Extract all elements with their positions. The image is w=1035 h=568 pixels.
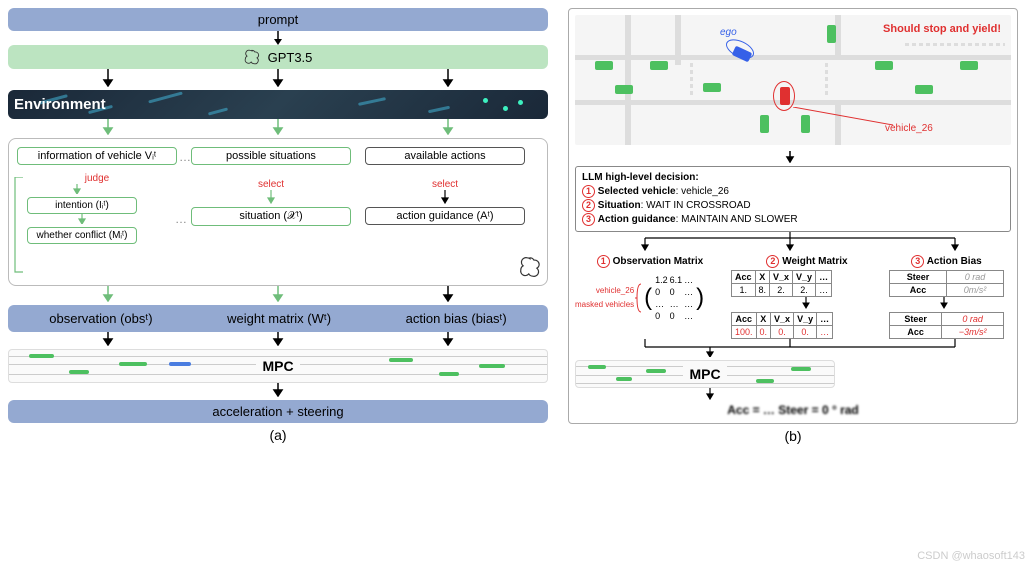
ellipsis: … <box>175 212 187 226</box>
action-bias-section: 3 Action Bias Steer0 rad Acc0m/s² Steer0… <box>889 255 1004 339</box>
weight-output: weight matrix (Wᵗ) <box>227 311 331 326</box>
arrow-mpc-to-eq <box>575 388 1005 400</box>
other-vehicle <box>650 61 668 70</box>
info-vehicle-box: information of vehicle Vᵢᵗ <box>17 147 177 165</box>
llm-line2-val: WAIT IN CROSSROAD <box>646 200 750 211</box>
final-block: acceleration + steering <box>8 400 548 423</box>
arrow-sim-to-llm <box>575 151 1005 163</box>
other-vehicle <box>615 85 633 94</box>
weight-matrix-section: 2 Weight Matrix AccXV_xV_y… 1.8.2.2.… Ac… <box>731 255 883 339</box>
mpc-block: MPC <box>8 349 548 383</box>
situation-box: situation (𝒳ᵗ) <box>191 207 351 226</box>
mpc-label-b: MPC <box>683 366 726 382</box>
col3: available actions select action guidance… <box>365 147 525 225</box>
obs-matrix-title: Observation Matrix <box>613 256 704 267</box>
panel-b-outer: ego Should stop and yield! vehicle_26 <box>568 8 1018 424</box>
select-label-2: select <box>365 179 525 190</box>
arrows-llm-branches <box>575 232 1005 252</box>
llm-title: LLM high-level decision: <box>582 171 1004 185</box>
panel-a: prompt GPT3.5 <box>8 8 548 444</box>
arrow-prompt-to-gpt <box>8 31 548 45</box>
intention-box: intention (Iᵢᵗ) <box>27 197 137 214</box>
llm-line3-label: Action guidance <box>598 214 676 225</box>
openai-icon <box>519 256 541 281</box>
action-bias-title: Action Bias <box>927 256 982 267</box>
other-vehicle <box>827 25 836 43</box>
final-equation: Acc = … Steer = 0 ° rad <box>575 403 1011 417</box>
other-vehicle <box>875 61 893 70</box>
bias-table-1: Steer0 rad Acc0m/s² <box>889 270 1004 297</box>
ellipsis: … <box>179 150 191 164</box>
watermark: CSDN @whaosoft143 <box>917 550 1025 562</box>
masked-row-label: masked vehicles <box>575 301 634 309</box>
ego-label: ego <box>720 27 737 38</box>
panel-b-label: (b) <box>568 428 1018 444</box>
arrows-env-to-box <box>8 119 548 135</box>
side-arrow <box>13 177 27 277</box>
arrows-sections-to-mpc <box>575 339 1005 357</box>
col2: possible situations select situation (𝒳ᵗ… <box>191 147 351 226</box>
vehicle26-row-label: vehicle_26 <box>575 287 634 296</box>
llm-line2-label: Situation <box>598 200 641 211</box>
gpt-block: GPT3.5 <box>8 45 548 69</box>
obs-matrix-table: 1.26.1… 00… ……… 00… <box>653 273 695 323</box>
gpt-label: GPT3.5 <box>268 50 313 65</box>
weight-matrix-title: Weight Matrix <box>782 256 847 267</box>
mpc-label: MPC <box>256 358 299 374</box>
llm-line1-val: vehicle_26 <box>681 186 729 197</box>
weight-table-1: AccXV_xV_y… 1.8.2.2.… <box>731 270 832 297</box>
prompt-block: prompt <box>8 8 548 31</box>
select-label-1: select <box>191 179 351 190</box>
judge-label: judge <box>17 173 177 184</box>
mpc-block-b: MPC <box>575 360 835 388</box>
other-vehicle <box>801 115 810 133</box>
llm-line3-val: MAINTAIN AND SLOWER <box>681 214 798 225</box>
warning-text: Should stop and yield! <box>883 23 1001 35</box>
target-label: vehicle_26 <box>885 123 933 134</box>
other-vehicle <box>960 61 978 70</box>
action-guidance-box: action guidance (Aᵗ) <box>365 207 525 225</box>
arrows-box-to-outputs <box>8 286 548 302</box>
obs-matrix-section: 1 Observation Matrix vehicle_26 masked v… <box>575 255 725 326</box>
other-vehicle <box>703 83 721 92</box>
environment-block: Environment <box>8 90 548 119</box>
bias-output: action bias (biasᵗ) <box>406 311 507 326</box>
other-vehicle <box>915 85 933 94</box>
openai-icon <box>244 49 260 65</box>
weight-table-2: AccXV_xV_y… 100.0.0.0.… <box>731 312 833 339</box>
arrows-outputs-to-mpc <box>8 332 548 346</box>
other-vehicle <box>760 115 769 133</box>
possible-sit-box: possible situations <box>191 147 351 165</box>
target-circle <box>773 81 795 111</box>
col1: information of vehicle Vᵢᵗ … judge inten… <box>17 147 177 244</box>
avail-actions-box: available actions <box>365 147 525 165</box>
arrows-gpt-to-env <box>8 69 548 87</box>
env-label: Environment <box>14 96 106 113</box>
conflict-box: whether conflict (Mᵢᵗ) <box>27 227 137 244</box>
panel-a-label: (a) <box>8 427 548 443</box>
llm-line1-label: Selected vehicle <box>598 186 676 197</box>
outputs-block: observation (obsᵗ) weight matrix (Wᵗ) ac… <box>8 305 548 332</box>
reasoning-box: information of vehicle Vᵢᵗ … judge inten… <box>8 138 548 286</box>
panel-b: ego Should stop and yield! vehicle_26 <box>568 8 1018 444</box>
llm-decision-box: LLM high-level decision: 1 Selected vehi… <box>575 166 1011 232</box>
other-vehicle <box>595 61 613 70</box>
obs-output: observation (obsᵗ) <box>49 311 152 326</box>
arrow-mpc-to-final <box>8 383 548 397</box>
bias-table-2: Steer0 rad Acc−3m/s² <box>889 312 1004 339</box>
simulation-view: ego Should stop and yield! vehicle_26 <box>575 15 1011 145</box>
